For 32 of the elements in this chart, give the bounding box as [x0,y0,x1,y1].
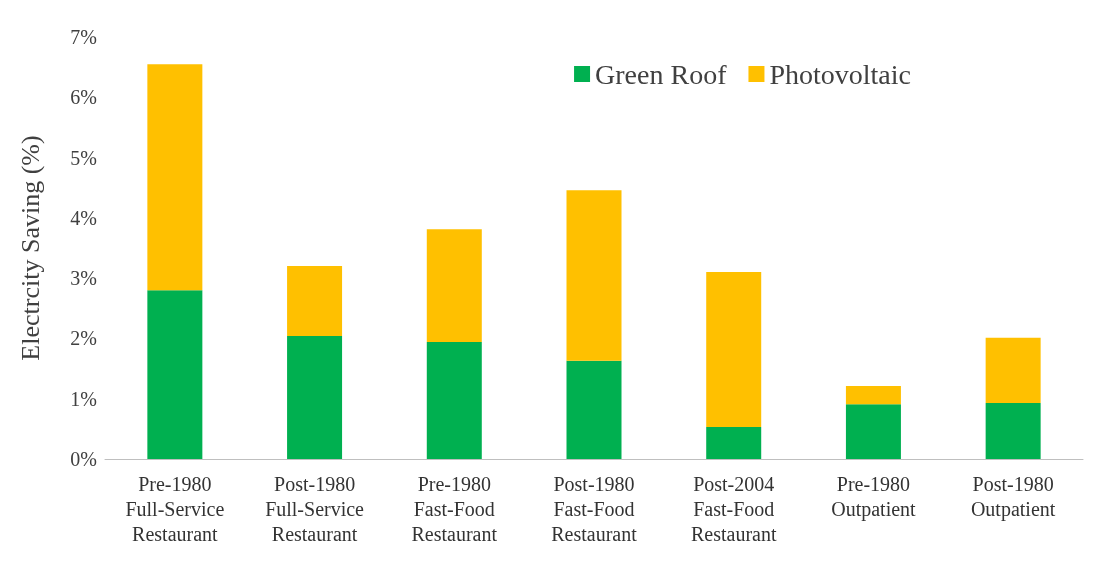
bar [985,337,1041,403]
bar [426,229,482,343]
bar [147,64,203,291]
bar [287,336,343,459]
bar [706,427,762,459]
x-tick-label: Post-2004 Fast-Food Restaurant [690,472,777,545]
y-tick-label: 0% [70,448,97,470]
y-tick-label: 7% [70,26,97,48]
y-axis-title: Electrcity Saving (%) [15,135,45,361]
bar [147,290,203,459]
x-tick-label: Pre-1980 Outpatient [831,472,917,521]
x-tick-label: Post-1980 Fast-Food Restaurant [551,472,638,545]
legend-label: Green Roof [595,58,728,90]
bar [287,266,343,337]
bar [566,360,622,459]
bar [706,272,762,428]
bar [985,402,1041,459]
y-tick-label: 3% [70,267,97,290]
bar [426,342,482,459]
y-tick-label: 4% [70,206,97,229]
y-tick-label: 2% [70,327,97,350]
bar [845,404,901,459]
legend-label: Photovoltaic [769,58,911,90]
x-tick-label: Post-1980 Outpatient [970,472,1056,521]
x-tick-label: Pre-1980 Full-Service Restaurant [125,472,225,545]
y-tick-label: 5% [70,146,97,169]
bar [845,386,901,405]
y-tick-label: 6% [70,86,97,109]
x-tick-label: Pre-1980 Fast-Food Restaurant [411,472,498,545]
y-tick-label: 1% [70,387,97,410]
bar [566,190,622,361]
x-tick-label: Post-1980 Full-Service Restaurant [265,472,365,545]
